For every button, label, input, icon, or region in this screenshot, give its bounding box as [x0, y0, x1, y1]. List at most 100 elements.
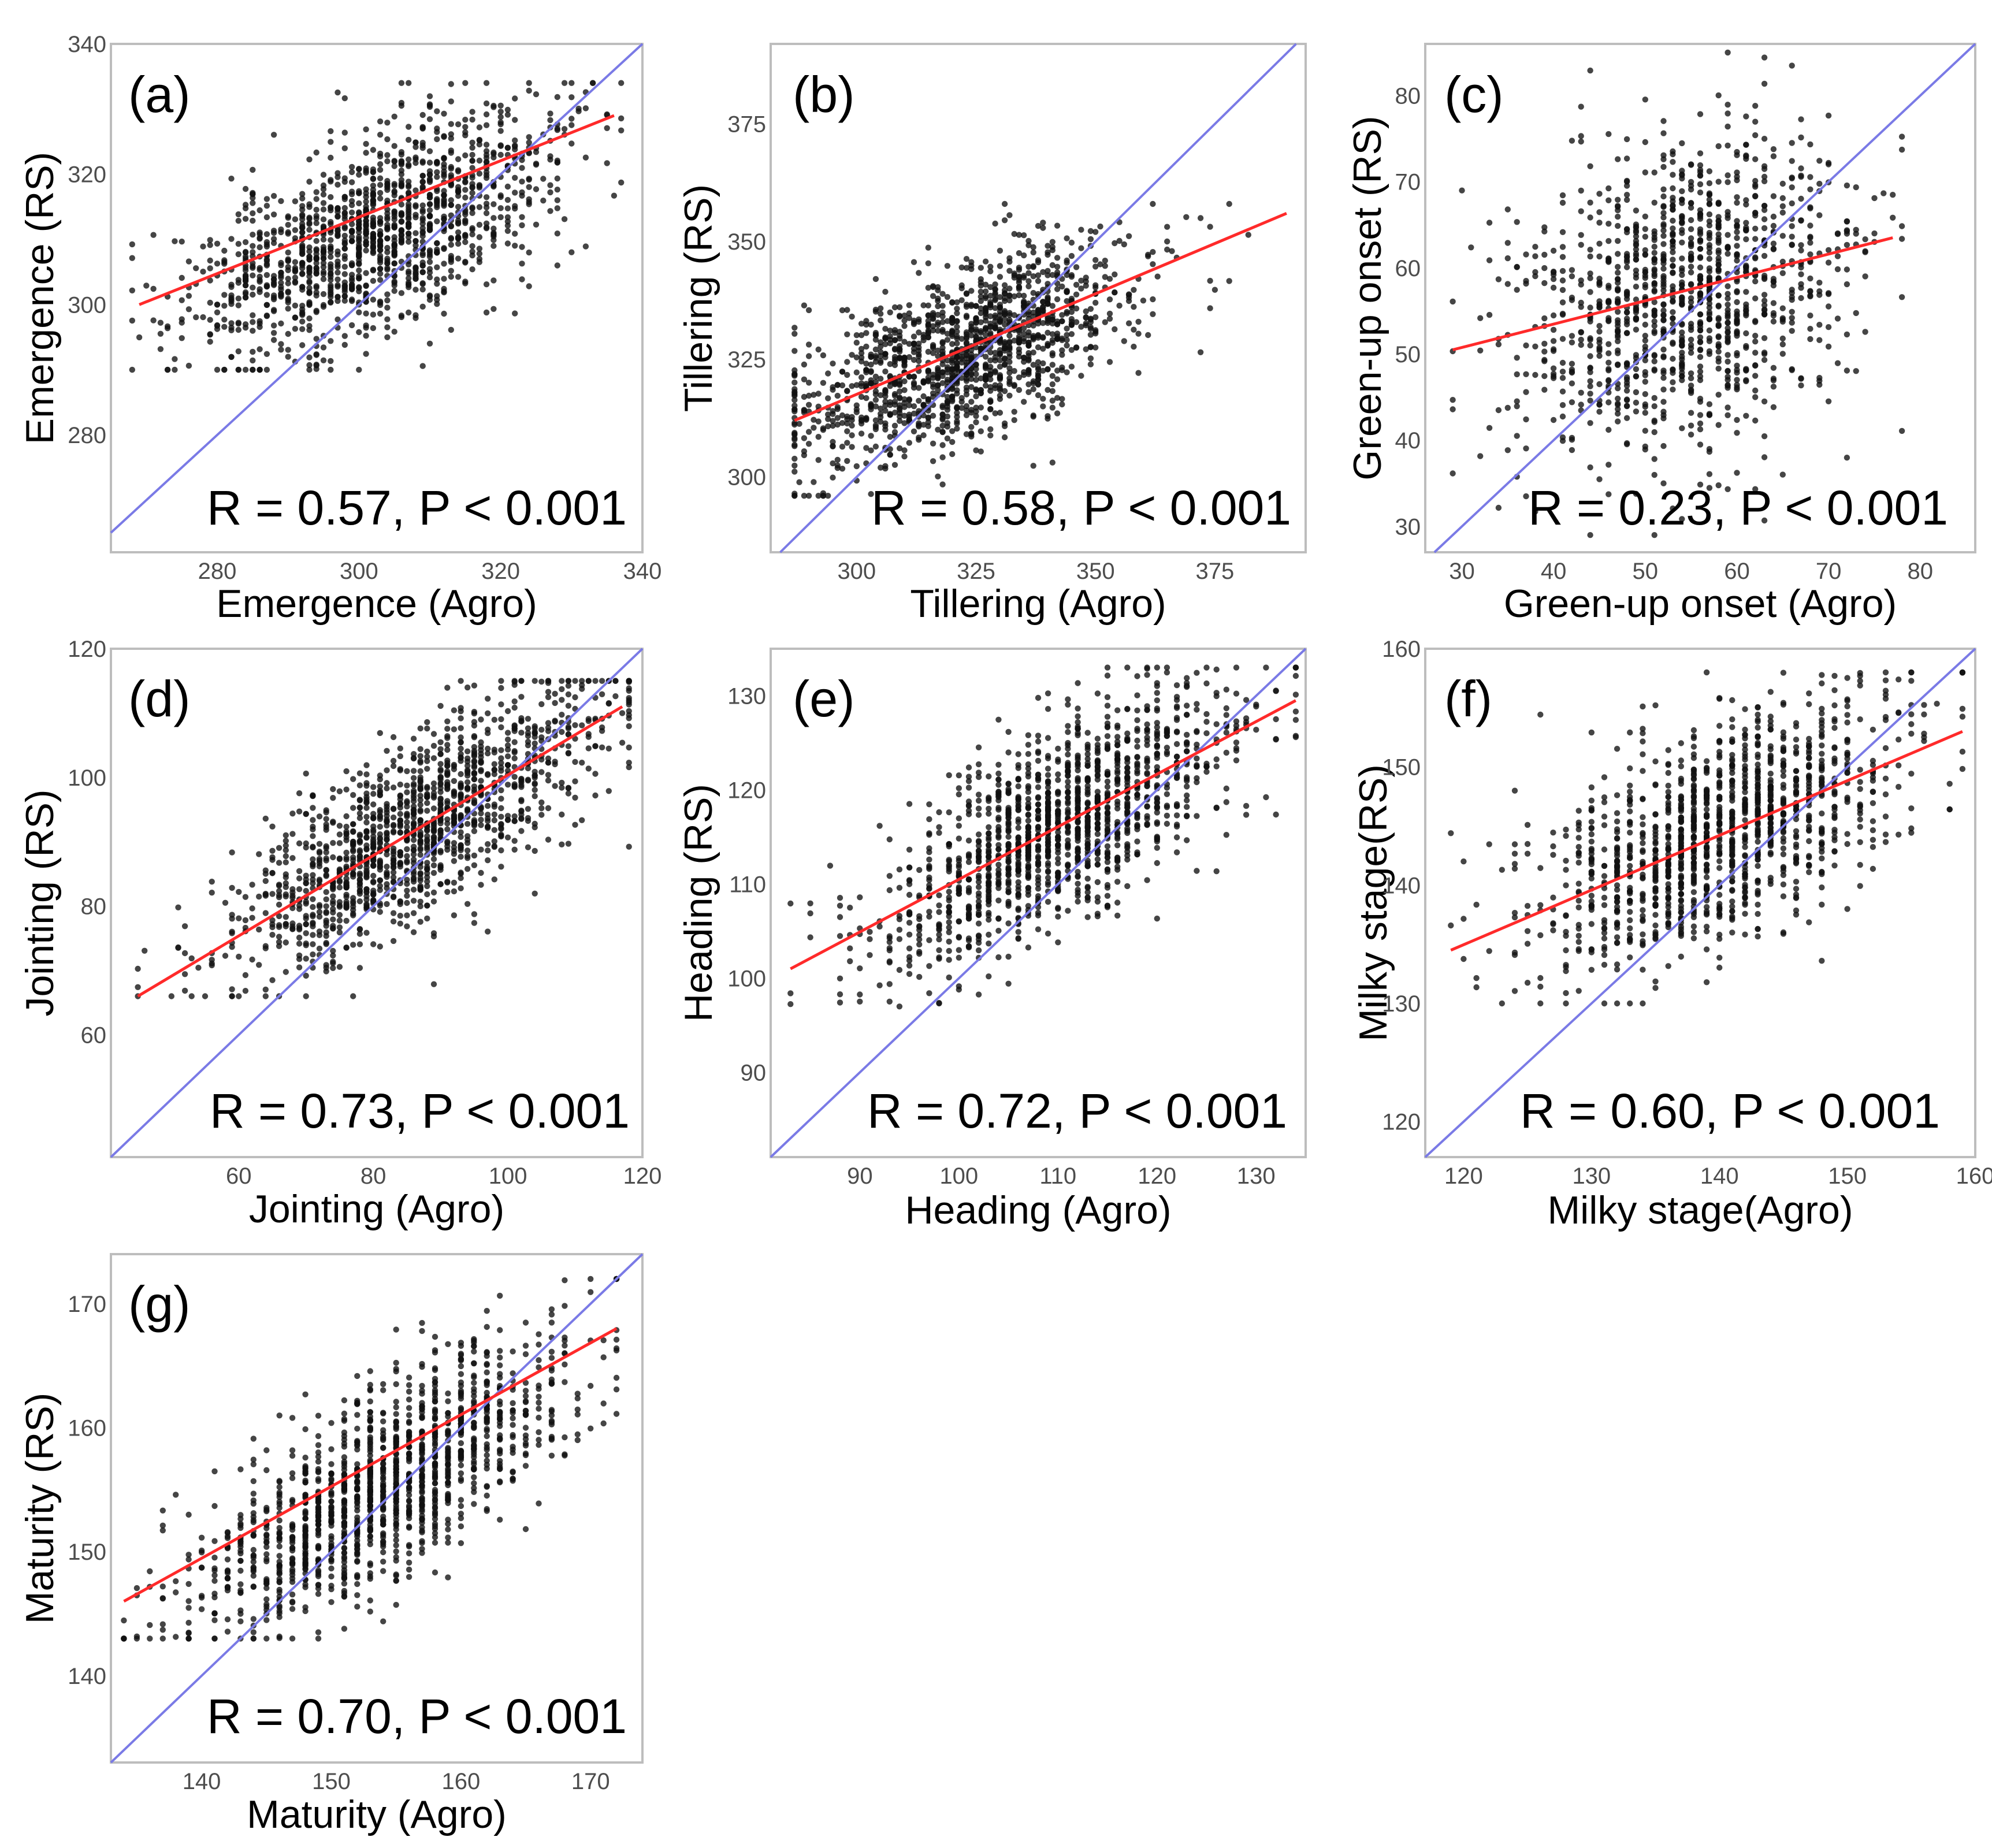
data-point — [209, 879, 215, 885]
data-point — [791, 421, 798, 428]
data-point — [1688, 217, 1694, 224]
data-point — [1578, 341, 1584, 348]
data-point — [982, 311, 989, 317]
data-point — [207, 277, 213, 284]
data-point — [1789, 184, 1795, 191]
data-point — [954, 414, 960, 420]
data-point — [1606, 377, 1612, 384]
data-point — [476, 256, 483, 262]
data-point — [341, 225, 348, 232]
data-point — [582, 243, 589, 250]
data-point — [1789, 223, 1795, 229]
data-point — [1569, 399, 1575, 406]
data-point — [791, 348, 798, 354]
data-point — [430, 898, 437, 905]
data-point — [313, 220, 319, 226]
data-point — [185, 306, 192, 313]
data-point — [485, 825, 491, 831]
data-point — [313, 352, 319, 358]
data-point — [973, 387, 979, 393]
data-point — [1670, 315, 1676, 321]
stats-annotation: R = 0.57, P < 0.001 — [207, 481, 627, 535]
data-point — [419, 303, 426, 310]
data-point — [1761, 54, 1768, 61]
data-point — [448, 135, 454, 142]
data-point — [1789, 287, 1795, 293]
data-point — [328, 179, 334, 185]
data-point — [283, 853, 289, 860]
data-point — [1073, 264, 1080, 270]
data-point — [1030, 386, 1036, 392]
data-point — [1715, 240, 1722, 246]
data-point — [384, 235, 391, 241]
data-point — [370, 325, 377, 332]
data-point — [891, 392, 898, 399]
data-point — [296, 940, 303, 947]
data-point — [335, 298, 341, 304]
x-tick-label: 280 — [198, 559, 237, 584]
data-point — [195, 965, 202, 971]
data-point — [469, 266, 475, 273]
data-point — [320, 291, 327, 298]
data-point — [419, 286, 426, 293]
data-point — [858, 358, 865, 365]
data-point — [490, 215, 497, 221]
data-point — [916, 420, 922, 426]
data-point — [1021, 274, 1027, 281]
scatter-points — [791, 200, 1251, 499]
data-point — [242, 277, 249, 284]
data-point — [257, 366, 263, 373]
data-point — [1660, 386, 1667, 393]
data-point — [1670, 370, 1676, 376]
data-point — [1006, 258, 1013, 265]
data-point — [242, 273, 249, 280]
data-point — [404, 768, 410, 775]
data-point — [939, 454, 946, 460]
data-point — [1135, 370, 1142, 376]
data-point — [483, 204, 490, 211]
data-point — [1725, 314, 1731, 321]
data-point — [978, 279, 984, 285]
data-point — [328, 291, 334, 298]
data-point — [1587, 275, 1593, 281]
data-point — [469, 165, 475, 171]
data-point — [263, 243, 270, 250]
data-point — [1770, 193, 1777, 199]
data-point — [356, 309, 362, 315]
data-point — [1569, 267, 1575, 273]
data-point — [250, 217, 256, 224]
data-point — [1083, 274, 1089, 281]
data-point — [299, 342, 306, 348]
data-point — [478, 747, 484, 753]
data-point — [1807, 251, 1813, 258]
data-point — [391, 243, 397, 249]
data-point — [434, 169, 440, 176]
data-point — [424, 719, 430, 726]
data-point — [1016, 266, 1023, 273]
data-point — [844, 458, 850, 464]
data-point — [335, 232, 341, 239]
data-point — [1049, 331, 1056, 337]
data-point — [310, 817, 316, 823]
data-point — [1054, 263, 1061, 270]
data-point — [1623, 315, 1630, 322]
data-point — [377, 189, 384, 196]
data-point — [306, 156, 313, 163]
data-point — [901, 358, 908, 365]
data-point — [397, 745, 403, 752]
data-point — [1596, 276, 1603, 282]
data-point — [471, 753, 478, 760]
data-point — [863, 445, 869, 451]
data-point — [1743, 113, 1749, 120]
data-point — [313, 270, 319, 277]
data-point — [552, 690, 558, 697]
data-point — [1715, 422, 1722, 428]
data-point — [973, 419, 979, 426]
data-point — [328, 139, 334, 145]
data-point — [565, 743, 572, 749]
data-point — [356, 267, 362, 274]
data-point — [1030, 249, 1036, 256]
data-point — [1559, 375, 1566, 381]
data-point — [341, 194, 348, 200]
data-point — [350, 906, 356, 913]
